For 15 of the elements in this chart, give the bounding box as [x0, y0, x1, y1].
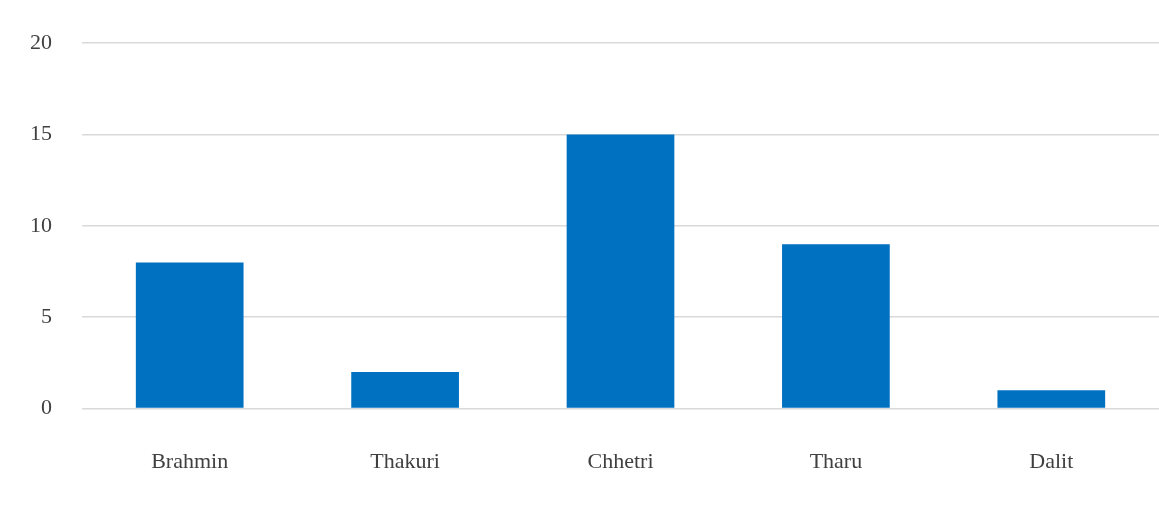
y-tick-label: 5	[41, 303, 52, 329]
bar	[997, 390, 1106, 408]
y-tick-label: 0	[41, 394, 52, 420]
bar	[135, 262, 244, 408]
bar	[351, 372, 459, 408]
x-tick-label: Thakuri	[370, 447, 440, 473]
y-tick-label: 15	[30, 120, 52, 146]
y-tick-label: 10	[30, 211, 52, 237]
bar	[566, 134, 675, 408]
x-tick-label: Chhetri	[587, 447, 654, 473]
bar	[782, 244, 890, 408]
x-tick-label: Brahmin	[151, 447, 229, 473]
x-tick-label: Dalit	[1029, 447, 1074, 473]
y-tick-label: 20	[30, 28, 52, 54]
x-tick-label: Tharu	[809, 447, 863, 473]
